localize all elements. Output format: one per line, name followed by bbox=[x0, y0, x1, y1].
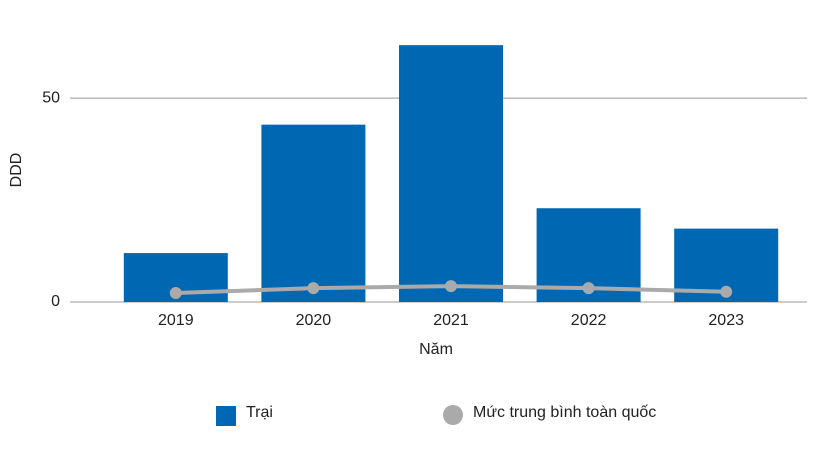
x-tick-label: 2022 bbox=[571, 312, 607, 329]
x-tick-label: 2020 bbox=[296, 312, 332, 329]
bar bbox=[399, 45, 503, 303]
y-axis-title: DDD bbox=[8, 153, 25, 188]
y-tick-label: 50 bbox=[42, 89, 60, 106]
x-tick-label: 2019 bbox=[158, 312, 194, 329]
legend-label: Trại bbox=[246, 404, 273, 421]
legend-swatch bbox=[216, 406, 236, 426]
point bbox=[582, 282, 595, 295]
point bbox=[720, 285, 733, 298]
point bbox=[169, 287, 182, 300]
x-tick-label: 2021 bbox=[433, 312, 469, 329]
x-tick-label: 2023 bbox=[708, 312, 744, 329]
y-tick-label: 0 bbox=[51, 293, 60, 310]
point bbox=[445, 280, 457, 293]
legend-swatch bbox=[443, 405, 463, 425]
bar bbox=[261, 124, 366, 303]
point bbox=[307, 282, 320, 295]
x-axis-title: Năm bbox=[419, 341, 453, 358]
legend-label: Mức trung bình toàn quốc bbox=[473, 404, 656, 421]
